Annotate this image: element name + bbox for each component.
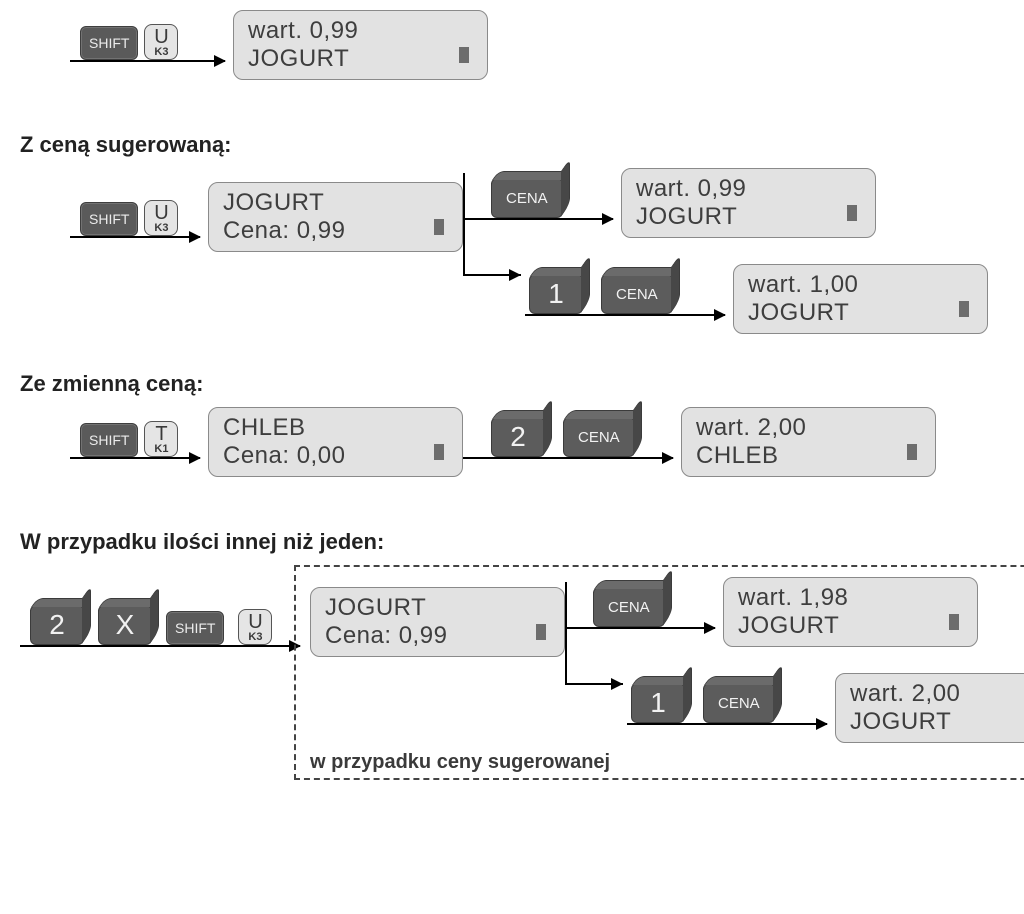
branch-block: CENA wart. 0,99 JOGURT	[463, 168, 988, 316]
section-top: SHIFT U K3 wart. 0,99 JOGURT	[20, 10, 1004, 62]
key-shift[interactable]: SHIFT	[80, 202, 138, 236]
keys-block: 1 CENA	[627, 683, 827, 725]
lcd-line2: JOGURT	[738, 612, 927, 640]
arrow	[463, 457, 673, 459]
key-t[interactable]: T K1	[144, 421, 178, 457]
key-bottom: K3	[248, 632, 262, 643]
heading-quantity: W przypadku ilości innej niż jeden:	[20, 529, 1004, 555]
lcd-line2: Cena: 0,00	[223, 442, 412, 470]
lcd-var-in: CHLEB Cena: 0,00	[208, 407, 463, 477]
heading-variable: Ze zmienną ceną:	[20, 371, 1004, 397]
key-2[interactable]: 2	[491, 417, 545, 457]
arrow	[70, 60, 225, 62]
key-x[interactable]: X	[98, 605, 152, 645]
lcd-line2: CHLEB	[696, 442, 885, 470]
cursor-icon	[536, 624, 546, 640]
key-u[interactable]: U K3	[144, 200, 178, 236]
branch-block: CENA wart. 1,98 JOGURT	[565, 577, 1024, 725]
lcd-top: wart. 0,99 JOGURT	[233, 10, 488, 80]
key-bottom: K3	[154, 47, 168, 58]
key-top: U	[248, 612, 262, 632]
key-1[interactable]: 1	[529, 274, 583, 314]
keys-block: SHIFT U K3	[70, 24, 225, 62]
lcd-line1: wart. 1,00	[748, 271, 937, 299]
keys-block: SHIFT T K1	[70, 421, 200, 459]
key-1[interactable]: 1	[631, 683, 685, 723]
key-top: T	[155, 424, 167, 444]
lcd-line2: Cena: 0,99	[223, 217, 412, 245]
arrow	[627, 723, 827, 725]
lcd-line1: wart. 2,00	[850, 680, 1024, 708]
lcd-qty-out-a: wart. 1,98 JOGURT	[723, 577, 978, 647]
cursor-icon	[434, 444, 444, 460]
key-bottom: K3	[154, 223, 168, 234]
lcd-qty-in: JOGURT Cena: 0,99	[310, 587, 565, 657]
lcd-line2: Cena: 0,99	[325, 622, 514, 650]
keys-block: 2 X SHIFT U K3	[20, 605, 300, 647]
dashed-box-caption: w przypadku ceny sugerowanej	[310, 751, 1024, 774]
lcd-sug-in: JOGURT Cena: 0,99	[208, 182, 463, 252]
branch-connector-icon	[463, 172, 533, 282]
key-shift[interactable]: SHIFT	[166, 611, 224, 645]
lcd-line1: JOGURT	[223, 189, 412, 217]
arrow	[20, 645, 300, 647]
section-quantity: W przypadku ilości innej niż jeden: 2 X …	[20, 529, 1004, 780]
keys-block: 1 CENA	[525, 274, 725, 316]
key-u[interactable]: U K3	[238, 609, 272, 645]
lcd-line1: CHLEB	[223, 414, 412, 442]
key-top: U	[154, 203, 168, 223]
lcd-line1: wart. 0,99	[248, 17, 437, 45]
key-2[interactable]: 2	[30, 605, 84, 645]
section-suggested-price: Z ceną sugerowaną: SHIFT U K3 JOGURT Cen…	[20, 132, 1004, 316]
cursor-icon	[959, 301, 969, 317]
arrow	[525, 314, 725, 316]
heading-suggested: Z ceną sugerowaną:	[20, 132, 1004, 158]
key-cena[interactable]: CENA	[563, 417, 635, 457]
keys-block: 2 CENA	[463, 417, 673, 459]
key-shift[interactable]: SHIFT	[80, 26, 138, 60]
key-cena[interactable]: CENA	[601, 274, 673, 314]
lcd-line1: JOGURT	[325, 594, 514, 622]
cursor-icon	[847, 205, 857, 221]
lcd-line2: JOGURT	[748, 299, 937, 327]
lcd-line1: wart. 0,99	[636, 175, 825, 203]
lcd-line1: wart. 1,98	[738, 584, 927, 612]
dashed-box-suggested-case: JOGURT Cena: 0,99 CENA w	[294, 565, 1024, 780]
section-variable-price: Ze zmienną ceną: SHIFT T K1 CHLEB Cena: …	[20, 371, 1004, 459]
lcd-qty-out-b: wart. 2,00 JOGURT	[835, 673, 1024, 743]
cursor-icon	[949, 614, 959, 630]
cursor-icon	[459, 47, 469, 63]
arrow	[70, 236, 200, 238]
lcd-line2: JOGURT	[850, 708, 1024, 736]
lcd-sug-out-a: wart. 0,99 JOGURT	[621, 168, 876, 238]
key-cena[interactable]: CENA	[703, 683, 775, 723]
key-bottom: K1	[154, 444, 168, 455]
cursor-icon	[434, 219, 444, 235]
key-top: U	[154, 27, 168, 47]
key-u[interactable]: U K3	[144, 24, 178, 60]
lcd-line2: JOGURT	[248, 45, 437, 73]
lcd-sug-out-b: wart. 1,00 JOGURT	[733, 264, 988, 334]
cursor-icon	[907, 444, 917, 460]
lcd-var-out: wart. 2,00 CHLEB	[681, 407, 936, 477]
key-shift[interactable]: SHIFT	[80, 423, 138, 457]
arrow	[70, 457, 200, 459]
lcd-line1: wart. 2,00	[696, 414, 885, 442]
branch-connector-icon	[565, 581, 635, 691]
keys-block: SHIFT U K3	[70, 200, 200, 238]
lcd-line2: JOGURT	[636, 203, 825, 231]
